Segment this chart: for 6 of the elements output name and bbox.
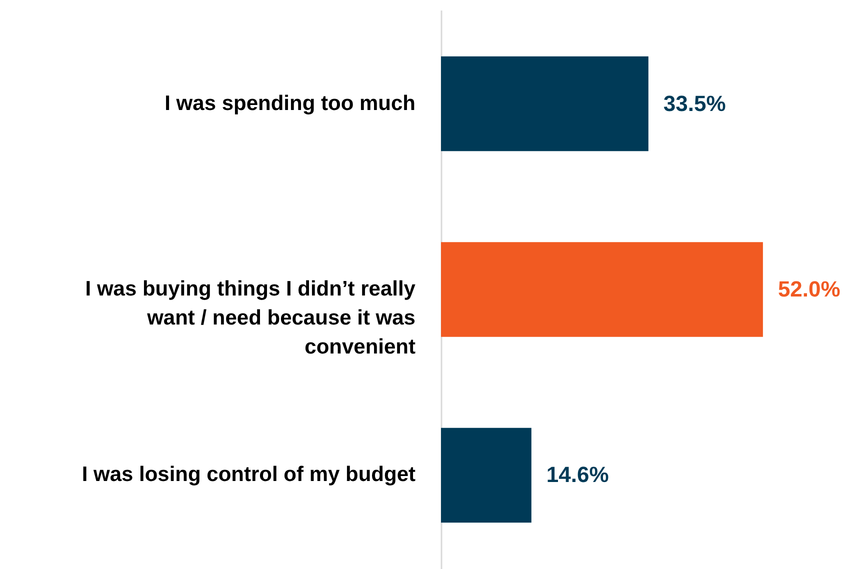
data-label: 33.5% xyxy=(663,90,726,116)
data-label: 14.6% xyxy=(546,462,609,488)
data-label: 52.0% xyxy=(778,276,840,302)
y-tick-label: I was spending too much xyxy=(164,92,416,115)
y-tick-label: I was losing control of my budget xyxy=(82,463,416,486)
y-tick-label: I was buying things I didn’t really want / need because it was convenient xyxy=(85,278,416,358)
